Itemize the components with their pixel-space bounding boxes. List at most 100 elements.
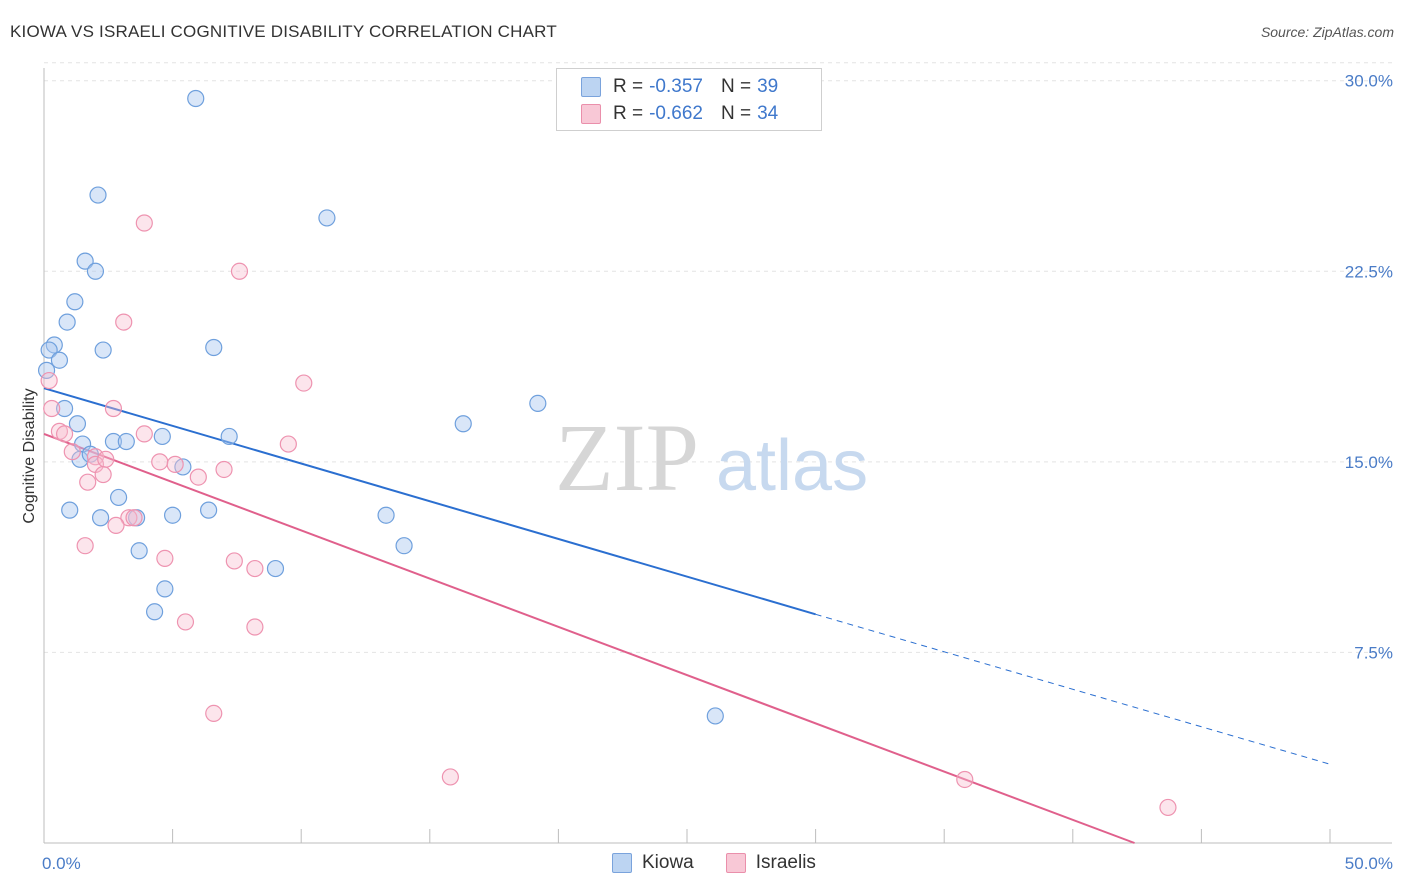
kiowa-point	[66, 293, 84, 311]
n-value: 34	[757, 103, 779, 124]
kiowa-swatch	[581, 77, 601, 97]
israelis-trend-line	[43, 432, 1135, 844]
kiowa-point	[109, 488, 128, 507]
israelis-point	[230, 262, 249, 280]
n-label: N =	[720, 76, 752, 97]
kiowa-point	[45, 336, 63, 354]
israelis-swatch	[581, 104, 601, 124]
kiowa-point	[220, 427, 238, 446]
r-label: R =	[613, 76, 644, 97]
israelis-point	[79, 473, 97, 491]
kiowa-point	[706, 707, 724, 725]
y-tick-label: 7.5%	[1354, 643, 1393, 662]
israelis-point	[120, 509, 138, 527]
kiowa-label: Kiowa	[642, 852, 694, 873]
kiowa-point	[58, 313, 76, 331]
watermark-atlas: atlas	[716, 426, 868, 506]
stats-legend: R = -0.357 N = 39 R = -0.662 N = 34	[556, 68, 822, 131]
tick-labels: 7.5% 15.0% 22.5% 30.0% 0.0% 50.0%	[42, 72, 1393, 873]
israelis-point	[135, 214, 153, 232]
israelis-point	[63, 443, 81, 461]
kiowa-point	[200, 501, 218, 519]
n-label: N =	[720, 103, 752, 124]
watermark-zip: ZIP	[555, 404, 699, 511]
kiowa-point	[377, 506, 395, 524]
legend-item-kiowa[interactable]: Kiowa	[612, 852, 694, 874]
kiowa-point	[86, 262, 105, 280]
x-tick-label: 0.0%	[42, 854, 81, 873]
kiowa-point	[117, 432, 135, 451]
israelis-point	[156, 549, 174, 568]
y-tick-label: 22.5%	[1345, 262, 1393, 281]
israelis-point	[189, 468, 207, 486]
kiowa-point	[55, 399, 74, 418]
y-axis-label: Cognitive Disability	[21, 388, 38, 523]
n-value: 39	[757, 76, 779, 97]
kiowa-swatch	[612, 853, 632, 873]
kiowa-point	[94, 341, 112, 359]
r-value: -0.662	[649, 103, 703, 124]
israelis-point	[43, 399, 61, 418]
israelis-label: Israelis	[755, 852, 816, 873]
israelis-point	[1159, 798, 1177, 817]
x-tick-label: 50.0%	[1345, 854, 1393, 873]
kiowa-point	[153, 427, 171, 446]
israelis-point	[205, 704, 223, 723]
israelis-point	[215, 460, 233, 479]
kiowa-point	[40, 341, 58, 359]
y-tick-label: 30.0%	[1345, 72, 1393, 91]
kiowa-point	[68, 415, 87, 433]
kiowa-trend-extension	[815, 613, 1331, 765]
kiowa-point	[89, 186, 107, 204]
kiowa-point	[104, 432, 123, 451]
kiowa-point	[164, 506, 182, 524]
israelis-point	[225, 552, 243, 570]
kiowa-point	[130, 542, 148, 560]
israelis-point	[107, 516, 125, 534]
israelis-point	[151, 453, 169, 471]
kiowa-point	[37, 361, 56, 379]
legend-row-israelis: R = -0.662 N = 34	[581, 102, 778, 126]
israelis-point	[246, 618, 264, 636]
israelis-point	[97, 450, 115, 468]
source-label: Source: ZipAtlas.com	[1260, 24, 1394, 40]
israelis-swatch	[725, 853, 746, 873]
y-tick-label: 15.0%	[1345, 453, 1393, 472]
kiowa-point	[187, 89, 205, 108]
israelis-point	[94, 465, 112, 484]
israelis-point	[55, 425, 74, 443]
chart-title: KIOWA VS ISRAELI COGNITIVE DISABILITY CO…	[10, 22, 557, 41]
r-value: -0.357	[649, 76, 703, 97]
israelis-point	[76, 537, 94, 555]
data-points	[37, 89, 1177, 817]
kiowa-point	[205, 338, 223, 357]
kiowa-point	[395, 537, 413, 555]
kiowa-point	[50, 351, 69, 369]
israelis-point	[295, 374, 313, 392]
kiowa-point	[266, 559, 285, 578]
israelis-point	[125, 509, 143, 527]
kiowa-point	[454, 415, 472, 433]
israelis-point	[441, 768, 459, 786]
grid-lines	[44, 62, 1392, 653]
kiowa-point	[529, 394, 547, 413]
israelis-point	[166, 455, 184, 473]
kiowa-point	[145, 603, 164, 621]
israelis-point	[40, 371, 58, 390]
kiowa-point	[156, 580, 174, 598]
israelis-point	[246, 559, 264, 578]
watermark: ZIP atlas	[555, 404, 868, 511]
kiowa-trend-line	[43, 387, 816, 616]
legend-row-kiowa: R = -0.357 N = 39	[581, 75, 778, 99]
israelis-point	[135, 425, 153, 443]
r-label: R =	[613, 103, 644, 124]
axes	[43, 68, 1392, 844]
kiowa-point	[76, 252, 94, 270]
israelis-point	[176, 613, 195, 631]
legend-item-israelis[interactable]: Israelis	[725, 852, 816, 874]
kiowa-point	[61, 501, 79, 519]
kiowa-point	[318, 209, 336, 227]
israelis-point	[104, 399, 123, 418]
israelis-point	[956, 770, 974, 789]
